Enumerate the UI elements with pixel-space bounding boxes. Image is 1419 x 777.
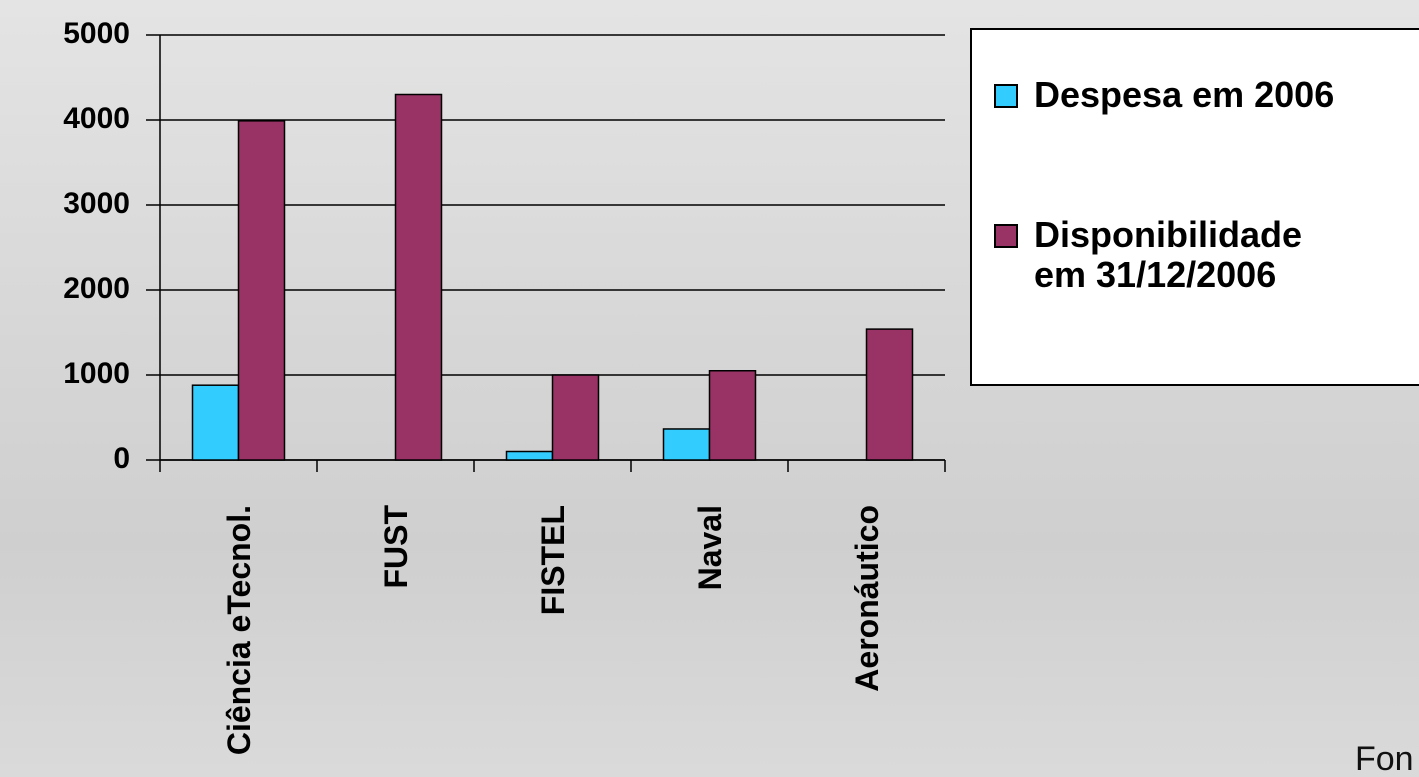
legend-label: Disponibilidade em 31/12/2006: [1034, 214, 1303, 295]
bar: [191, 384, 240, 461]
footer: Fon: [1355, 740, 1414, 777]
y-tick-label: 0: [113, 442, 130, 475]
bar: [865, 328, 914, 461]
bar: [551, 374, 600, 461]
bar: [237, 120, 286, 461]
bar: [394, 93, 443, 461]
legend-swatch: [994, 84, 1018, 108]
legend-label: Despesa em 2006: [1034, 74, 1335, 115]
y-tick-label: 2000: [63, 272, 130, 305]
y-tick-label: 4000: [63, 102, 130, 135]
x-tick-label: Aeronáutico: [848, 505, 885, 692]
x-tick-label: Naval: [691, 505, 728, 591]
bar: [708, 370, 757, 461]
y-tick-label: 1000: [63, 357, 130, 390]
bar: [662, 428, 711, 461]
legend-item: Disponibilidade em 31/12/2006: [984, 215, 1364, 295]
legend: Despesa em 2006 Disponibilidade em 31/12/…: [970, 28, 1419, 386]
legend-item: Despesa em 2006: [984, 75, 1364, 115]
x-tick-label: Ciência eTecnol.: [220, 505, 257, 756]
x-tick-label: FISTEL: [534, 505, 571, 616]
legend-swatch: [994, 224, 1018, 248]
y-tick-label: 5000: [63, 17, 130, 50]
bar: [505, 450, 554, 461]
x-tick-label: FUST: [377, 505, 414, 589]
y-tick-label: 3000: [63, 187, 130, 220]
